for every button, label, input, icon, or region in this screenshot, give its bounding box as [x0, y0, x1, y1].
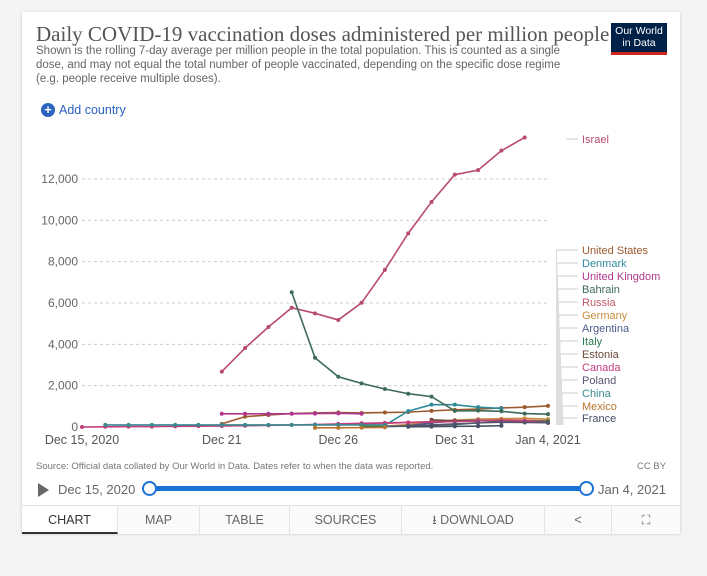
tab-map[interactable]: MAP [118, 506, 200, 534]
legend-label-canada: Canada [582, 362, 621, 374]
fullscreen-icon: ⛶ [641, 513, 651, 527]
legend-label-italy: Italy [582, 336, 603, 348]
x-tick-label: Jan 4, 2021 [515, 433, 580, 447]
series-line-france [408, 424, 502, 428]
legend-label-germany: Germany [582, 310, 628, 322]
timeline: Dec 15, 2020 Jan 4, 2021 [36, 480, 668, 500]
add-country-button[interactable]: + Add country [41, 103, 126, 117]
license-link[interactable]: CC BY [637, 461, 667, 472]
legend-label-estonia: Estonia [582, 349, 620, 361]
legend-label-china: China [582, 388, 612, 400]
legend-label-argentina: Argentina [582, 323, 630, 335]
legend-label-united-states: United States [582, 245, 649, 257]
plus-circle-icon: + [41, 103, 55, 117]
share-button[interactable]: < [545, 506, 612, 534]
timeline-start-label: Dec 15, 2020 [58, 482, 136, 497]
tab-sources[interactable]: SOURCES [290, 506, 402, 534]
legend-label-france: France [582, 413, 616, 425]
y-tick-label: 4,000 [48, 337, 78, 351]
x-tick-label: Dec 31 [435, 433, 475, 447]
y-tick-label: 6,000 [48, 296, 78, 310]
timeline-end-label: Jan 4, 2021 [598, 482, 666, 497]
tab-bar: CHART MAP TABLE SOURCES ⭳ DOWNLOAD < ⛶ [22, 505, 680, 534]
y-tick-label: 0 [71, 420, 78, 434]
y-tick-label: 8,000 [48, 255, 78, 269]
chart-card [22, 12, 680, 533]
play-icon[interactable] [38, 483, 49, 497]
share-icon: < [574, 513, 582, 527]
tab-download[interactable]: ⭳ DOWNLOAD [402, 506, 545, 534]
y-tick-label: 10,000 [41, 213, 78, 227]
legend-label-denmark: Denmark [582, 258, 627, 270]
x-tick-label: Dec 26 [318, 433, 358, 447]
legend-label-bahrain: Bahrain [582, 284, 620, 296]
x-tick-label: Dec 21 [202, 433, 242, 447]
timeline-start-handle[interactable] [142, 481, 157, 496]
series-line-poland [384, 421, 549, 428]
series-line-bahrain [290, 291, 549, 415]
tab-table[interactable]: TABLE [200, 506, 290, 534]
series-line-israel [221, 136, 526, 373]
legend-label-mexico: Mexico [582, 401, 617, 413]
y-tick-label: 2,000 [48, 379, 78, 393]
chart-title: Daily COVID-19 vaccination doses adminis… [36, 22, 610, 46]
legend-label-poland: Poland [582, 375, 616, 387]
x-tick-label: Dec 15, 2020 [45, 433, 119, 447]
tab-chart[interactable]: CHART [22, 506, 118, 534]
fullscreen-button[interactable]: ⛶ [612, 506, 680, 534]
legend-label-united-kingdom: United Kingdom [582, 271, 660, 283]
legend-label-israel: Israel [582, 134, 609, 146]
legend-label-russia: Russia [582, 297, 617, 309]
timeline-slider-track[interactable] [150, 486, 586, 491]
source-note: Source: Official data collated by Our Wo… [36, 461, 434, 472]
y-tick-label: 12,000 [41, 172, 78, 186]
timeline-end-handle[interactable] [579, 481, 594, 496]
download-icon: ⭳ [432, 513, 441, 527]
owid-logo[interactable]: Our World in Data [611, 23, 667, 55]
chart-subtitle: Shown is the rolling 7-day average per m… [36, 45, 561, 85]
